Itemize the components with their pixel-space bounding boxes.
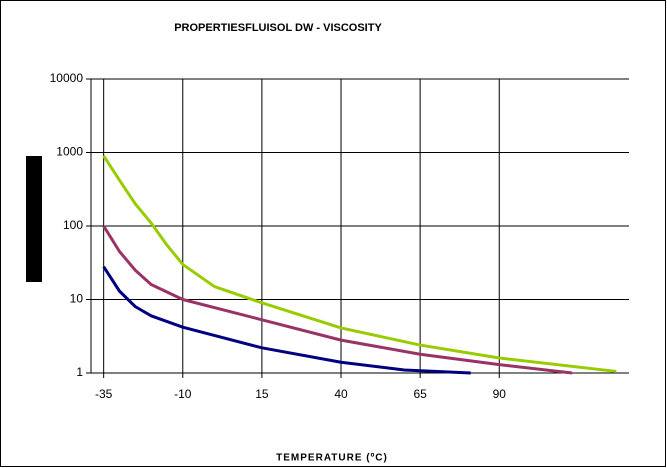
x-tick-label: 90 [493,387,507,401]
series-line [102,155,617,373]
y-tick-label: 10 [70,292,84,306]
y-tick-label: 1000 [56,145,83,159]
series-line [102,265,471,375]
redacted-y-label [26,156,42,282]
x-tick-label: -35 [95,387,113,401]
chart-title: PROPERTIESFLUISOL DW - VISCOSITY [174,22,382,34]
y-tick-label: 100 [63,218,83,232]
x-tick-label: -10 [174,387,192,401]
y-tick-label: 1 [76,365,83,379]
x-tick-label: 15 [255,387,269,401]
y-tick-label: 10000 [50,71,84,85]
x-axis-label: TEMPERATURE (ºC) [276,453,388,464]
x-tick-label: 65 [413,387,427,401]
x-tick-label: 40 [334,387,348,401]
series-line [102,225,573,375]
